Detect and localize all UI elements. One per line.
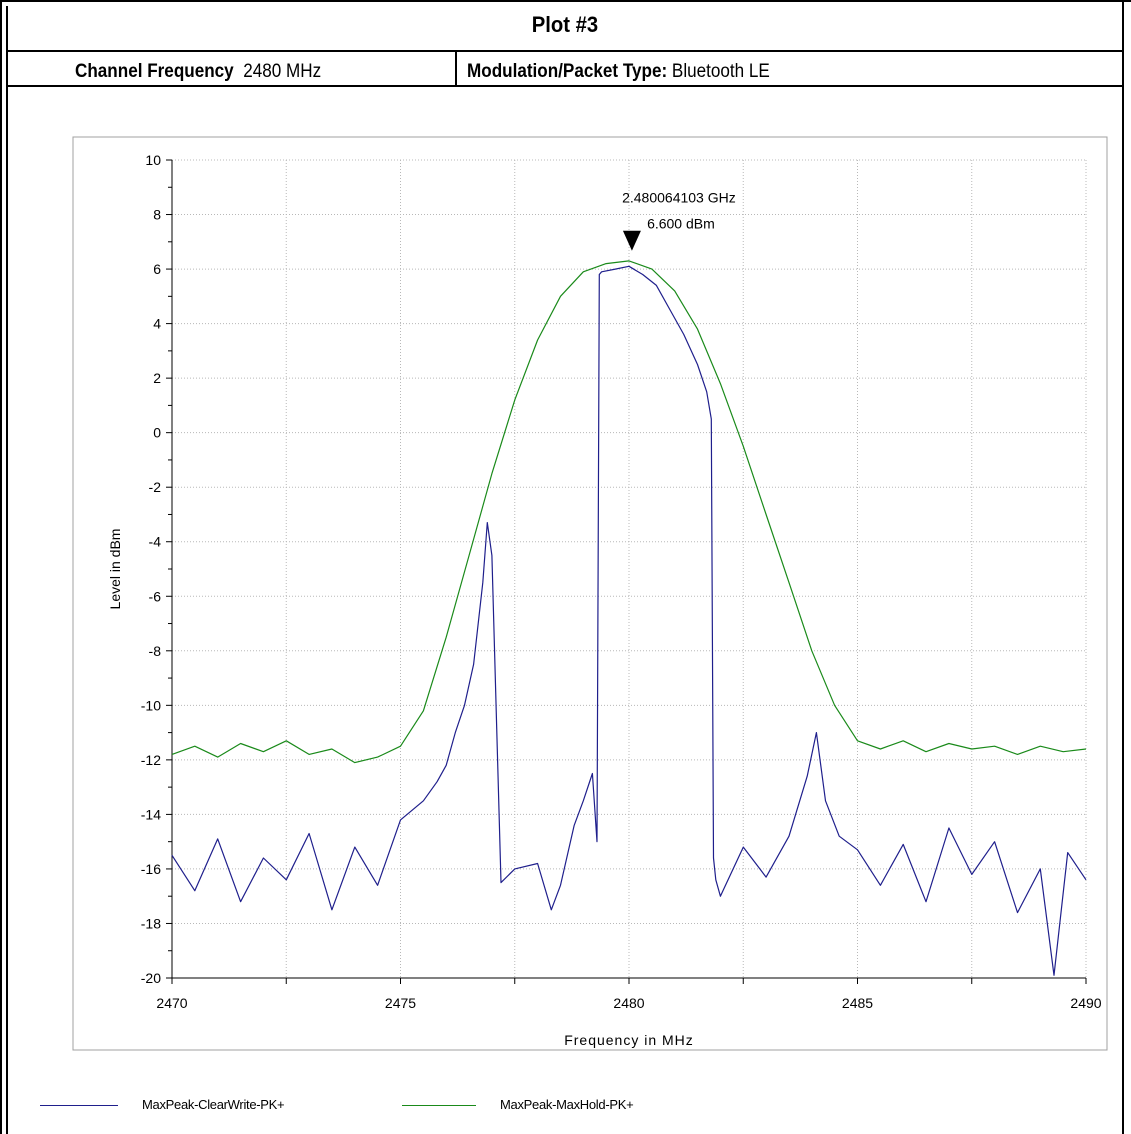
y-tick-label: -20 bbox=[141, 970, 161, 986]
series-line-clearwrite bbox=[171, 265, 1087, 976]
y-axis-title: Level in dBm bbox=[107, 529, 123, 610]
channel-frequency-label: Channel Frequency bbox=[75, 61, 234, 82]
title-divider bbox=[6, 50, 1124, 52]
y-tick-label: -14 bbox=[141, 806, 161, 822]
marker-level-label: 6.600 dBm bbox=[647, 216, 715, 232]
frame-left-border bbox=[0, 0, 2, 1134]
modulation-label: Modulation/Packet Type: bbox=[467, 61, 668, 82]
y-tick-label: -12 bbox=[141, 752, 161, 768]
legend-item-maxhold: MaxPeak-MaxHold-PK+ bbox=[402, 1097, 634, 1112]
info-cell-divider bbox=[455, 50, 457, 86]
y-tick-label: 6 bbox=[153, 261, 161, 277]
modulation-value: Bluetooth LE bbox=[671, 61, 770, 82]
plot-title: Plot #3 bbox=[531, 12, 599, 37]
legend-swatch-maxhold bbox=[402, 1105, 476, 1107]
x-tick-label: 2475 bbox=[385, 995, 416, 1011]
peak-marker: 2.480064103 GHz 6.600 dBm bbox=[622, 190, 736, 251]
y-tick-label: -16 bbox=[141, 861, 161, 877]
x-tick-label: 2470 bbox=[156, 995, 187, 1011]
x-axis-title: Frequency in MHz bbox=[564, 1032, 694, 1048]
y-tick-label: 2 bbox=[153, 370, 161, 386]
chart-labels: 10 8 6 4 2 0 -2 -4 -6 -8 -10 -12 -14 -16 -18 -20 2470 247… bbox=[107, 152, 1102, 1048]
legend-label-maxhold: MaxPeak-MaxHold-PK+ bbox=[500, 1097, 634, 1112]
info-divider bbox=[6, 85, 1124, 87]
channel-frequency-cell: Channel Frequency 2480 MHz bbox=[75, 61, 321, 83]
frame-left-inner-border bbox=[6, 6, 8, 1134]
legend-label-clearwrite: MaxPeak-ClearWrite-PK+ bbox=[142, 1097, 285, 1112]
y-tick-label: 8 bbox=[153, 207, 161, 223]
channel-frequency-value: 2480 MHz bbox=[243, 61, 322, 82]
modulation-cell: Modulation/Packet Type: Bluetooth LE bbox=[467, 61, 770, 83]
series-group bbox=[171, 260, 1087, 976]
frame-top-border bbox=[0, 0, 1131, 2]
y-tick-label: -6 bbox=[149, 588, 162, 604]
y-tick-label: 4 bbox=[153, 316, 161, 332]
x-tick-label: 2485 bbox=[842, 995, 873, 1011]
chart-frame bbox=[72, 136, 1108, 1051]
y-tick-label: -4 bbox=[149, 534, 162, 550]
legend-item-clearwrite: MaxPeak-ClearWrite-PK+ bbox=[40, 1097, 285, 1112]
y-tick-label: 0 bbox=[153, 425, 161, 441]
marker-frequency-label: 2.480064103 GHz bbox=[622, 190, 736, 206]
y-tick-label: -2 bbox=[149, 479, 162, 495]
x-tick-label: 2480 bbox=[613, 995, 644, 1011]
x-tick-label: 2490 bbox=[1070, 995, 1101, 1011]
frame-right-border bbox=[1122, 0, 1124, 1134]
y-tick-label: -18 bbox=[141, 915, 161, 931]
marker-triangle-icon bbox=[622, 230, 641, 251]
axes bbox=[166, 159, 1087, 984]
legend-swatch-clearwrite bbox=[40, 1105, 118, 1107]
y-tick-label: -10 bbox=[141, 697, 161, 713]
y-tick-label: -8 bbox=[149, 643, 162, 659]
y-tick-label: 10 bbox=[145, 152, 161, 168]
series-line-maxhold bbox=[171, 260, 1087, 764]
